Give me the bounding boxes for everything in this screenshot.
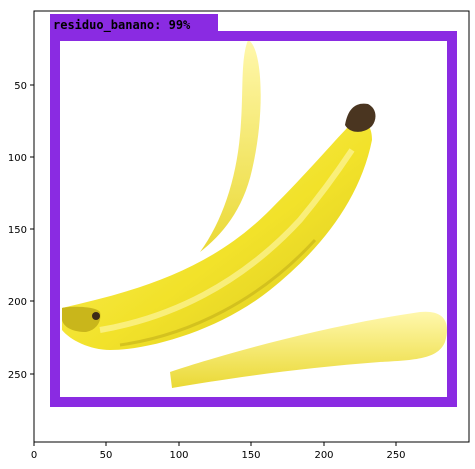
x-tick-label: 150 <box>241 450 260 461</box>
x-tick-label: 50 <box>100 450 113 461</box>
y-tick-label: 50 <box>14 81 27 92</box>
detection-label-background <box>50 14 218 34</box>
x-axis: 0 50 100 150 200 250 <box>31 442 406 461</box>
y-tick-label: 150 <box>8 225 27 236</box>
detection-box <box>50 31 457 407</box>
detection-class-text: residuo_banano: 99% <box>53 18 191 33</box>
detection-label: residuo_banano: 99% <box>50 14 218 34</box>
y-tick-label: 100 <box>8 153 27 164</box>
y-tick-label: 250 <box>8 370 27 381</box>
x-tick-label: 0 <box>31 450 37 461</box>
x-tick-label: 250 <box>386 450 405 461</box>
y-tick-label: 200 <box>8 297 27 308</box>
x-tick-label: 100 <box>169 450 188 461</box>
x-tick-label: 200 <box>314 450 333 461</box>
banana-peel-icon <box>62 40 448 388</box>
plot-area: residuo_banano: 99% <box>33 10 470 443</box>
y-axis: 50 100 150 200 250 <box>8 81 34 381</box>
